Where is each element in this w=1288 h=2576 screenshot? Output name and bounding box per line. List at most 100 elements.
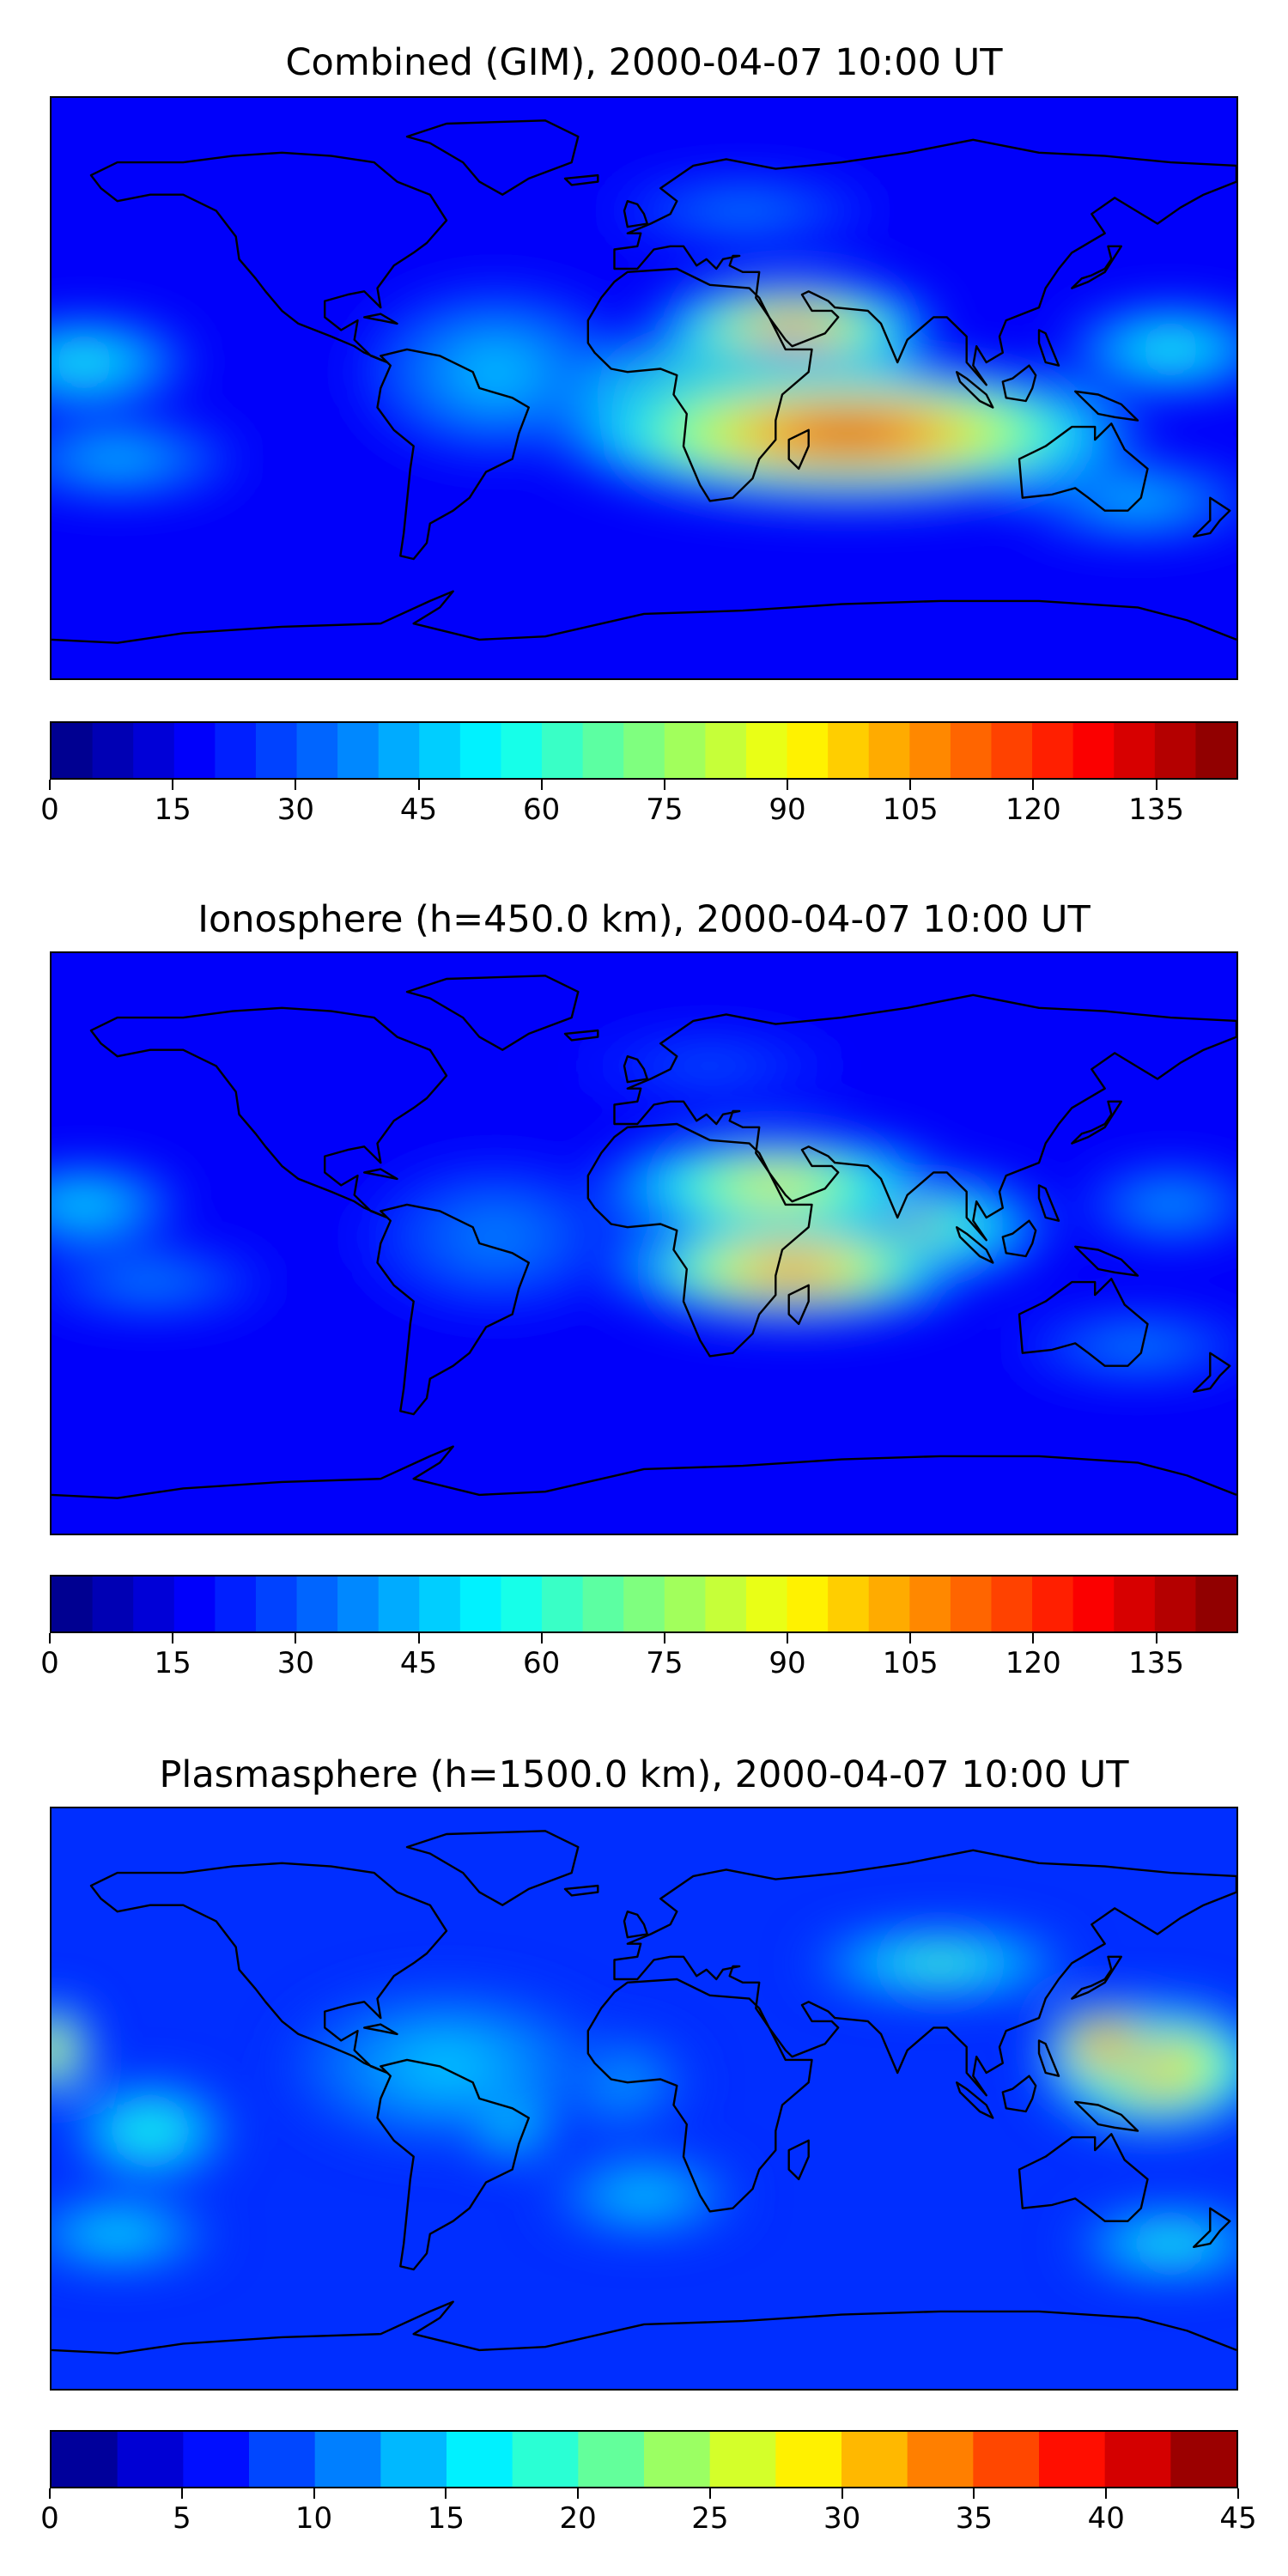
coastline-philippines bbox=[1037, 2039, 1060, 2077]
coastline-new-guinea bbox=[1074, 1245, 1139, 1277]
colorbar-tick-label: 5 bbox=[172, 2501, 191, 2536]
colorbar-tick-label: 75 bbox=[646, 793, 683, 827]
colorbar-level bbox=[296, 1577, 338, 1631]
coastline-japan bbox=[1071, 245, 1122, 289]
colorbar-tick-mark bbox=[841, 2488, 843, 2499]
tec-field bbox=[52, 178, 1236, 540]
colorbar-level bbox=[501, 723, 543, 778]
coastline-north-america bbox=[89, 151, 448, 364]
colorbar-level bbox=[1032, 723, 1074, 778]
colorbar-level bbox=[447, 2432, 513, 2487]
colorbar-tick-mark bbox=[313, 2488, 315, 2499]
coastline-antarctica bbox=[52, 1445, 1236, 1499]
tec-contour bbox=[422, 2055, 471, 2078]
tec-contour bbox=[1156, 2239, 1185, 2249]
colorbar-tick-mark bbox=[172, 780, 174, 790]
colorbar-level bbox=[1195, 1577, 1236, 1631]
coastline-madagascar bbox=[787, 1284, 810, 1326]
colorbar-level bbox=[705, 723, 747, 778]
tec-contour bbox=[1096, 2038, 1114, 2050]
colorbar-tick-mark bbox=[172, 1633, 174, 1643]
colorbar-level bbox=[215, 723, 257, 778]
colorbar-level bbox=[1032, 1577, 1074, 1631]
coastline-australia bbox=[1018, 2133, 1149, 2222]
coastline-africa bbox=[586, 1978, 813, 2213]
colorbar-tick-label: 45 bbox=[1219, 2501, 1257, 2536]
colorbar-level bbox=[907, 2432, 974, 2487]
colorbar-level bbox=[709, 2432, 776, 2487]
colorbar-tick-mark bbox=[708, 2488, 711, 2499]
colorbar-level bbox=[215, 1577, 257, 1631]
colorbar-tick-mark bbox=[417, 780, 420, 790]
map-title-plasmasphere: Plasmasphere (h=1500.0 km), 2000-04-07 1… bbox=[159, 1753, 1129, 1796]
colorbar-level bbox=[117, 2432, 184, 2487]
colorbar-tick-label: 40 bbox=[1087, 2501, 1125, 2536]
colorbar-tick-mark bbox=[973, 2488, 975, 2499]
colorbar-level bbox=[183, 2432, 250, 2487]
colorbar-level bbox=[745, 723, 788, 778]
tec-contour bbox=[68, 355, 101, 369]
colorbar-level bbox=[542, 723, 584, 778]
colorbar-level bbox=[1114, 723, 1156, 778]
colorbar-ticks-plasmasphere: 0 5 10 15 20 25 30 35 40 45 bbox=[40, 2488, 1257, 2535]
colorbar-level bbox=[92, 1577, 134, 1631]
colorbar-tick-mark bbox=[295, 780, 297, 790]
tec-contour bbox=[805, 422, 890, 444]
coastline-philippines bbox=[1037, 329, 1060, 367]
colorbar-level bbox=[991, 723, 1033, 778]
map-canvas bbox=[52, 953, 1236, 1534]
colorbar-level bbox=[337, 1577, 380, 1631]
colorbar-level bbox=[512, 2432, 579, 2487]
tec-field bbox=[52, 1930, 1236, 2276]
coastline-cuba bbox=[363, 313, 398, 325]
tec-contour bbox=[921, 1958, 959, 1968]
colorbar-tick-label: 120 bbox=[1005, 1646, 1061, 1680]
colorbar-level bbox=[828, 723, 870, 778]
colorbar-level bbox=[909, 1577, 951, 1631]
colorbar-tick-label: 30 bbox=[823, 2501, 861, 2536]
colorbar-level bbox=[459, 1577, 502, 1631]
colorbar-tick-label: 60 bbox=[523, 793, 561, 827]
coastline-new-zealand bbox=[1193, 2207, 1231, 2248]
colorbar-tick-label: 135 bbox=[1128, 1646, 1184, 1680]
coastline-sumatra bbox=[956, 2081, 994, 2119]
colorbar-tick-label: 25 bbox=[691, 2501, 729, 2536]
coastline-greenland bbox=[405, 975, 580, 1051]
colorbar-level bbox=[419, 1577, 461, 1631]
colorbar-tick-mark bbox=[909, 1633, 912, 1643]
colorbar-level bbox=[1072, 1577, 1115, 1631]
coastline-borneo bbox=[1001, 364, 1037, 403]
coastline-antarctica bbox=[52, 590, 1236, 644]
colorbar-level bbox=[1072, 723, 1115, 778]
colorbar-tick-label: 45 bbox=[399, 1646, 438, 1680]
coastline-iceland bbox=[563, 1884, 599, 1897]
colorbar-tick-mark bbox=[663, 780, 665, 790]
colorbar-tick-label: 15 bbox=[427, 2501, 465, 2536]
colorbar-tick-mark bbox=[417, 1633, 420, 1643]
colorbar-level bbox=[1170, 2432, 1236, 2487]
colorbar-level bbox=[173, 1577, 216, 1631]
map-title-combined: Combined (GIM), 2000-04-07 10:00 UT bbox=[285, 41, 1003, 84]
colorbar-tick-label: 0 bbox=[40, 1646, 59, 1680]
colorbar-level bbox=[841, 2432, 908, 2487]
colorbar-tick-mark bbox=[909, 780, 912, 790]
colorbar-tick-mark bbox=[663, 1633, 665, 1643]
colorbar-level bbox=[950, 723, 993, 778]
coastline-africa bbox=[586, 267, 813, 502]
colorbar-level bbox=[1104, 2432, 1171, 2487]
colorbar-tick-mark bbox=[49, 1633, 51, 1643]
coastline-greenland bbox=[405, 119, 580, 196]
colorbar-level bbox=[623, 723, 665, 778]
colorbar-tick-mark bbox=[1237, 2488, 1239, 2499]
colorbar-level bbox=[255, 723, 298, 778]
coastline-south-america bbox=[376, 1203, 530, 1416]
coastline-cuba bbox=[363, 2023, 398, 2036]
coastline-japan bbox=[1071, 1955, 1122, 2000]
tec-map-combined bbox=[50, 96, 1238, 680]
colorbar-tick-label: 75 bbox=[646, 1646, 683, 1680]
coastline-new-guinea bbox=[1074, 390, 1139, 422]
coastline-borneo bbox=[1001, 2075, 1037, 2113]
tec-contour bbox=[1156, 1199, 1185, 1211]
colorbar-tick-label: 105 bbox=[882, 1646, 939, 1680]
colorbar-level bbox=[991, 1577, 1033, 1631]
